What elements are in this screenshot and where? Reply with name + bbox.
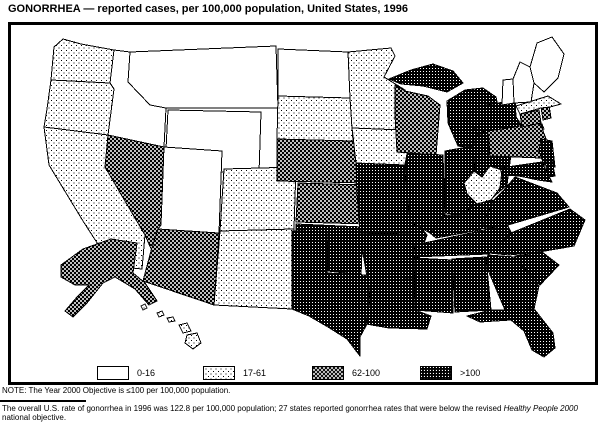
state-KY xyxy=(429,199,505,239)
alaska-inset xyxy=(60,238,158,318)
footnote-text: The overall U.S. rate of gonorrhea in 19… xyxy=(2,404,606,422)
state-CT xyxy=(519,109,542,128)
state-WI xyxy=(394,84,441,156)
hawaii-island xyxy=(178,322,192,334)
state-VA xyxy=(480,176,570,230)
state-WA xyxy=(50,38,115,84)
figure-title: GONORRHEA — reported cases, per 100,000 … xyxy=(8,3,408,15)
map-frame: 0-16 17-61 xyxy=(8,22,598,385)
state-MN xyxy=(347,47,406,131)
state-VT xyxy=(501,78,515,106)
state-ND xyxy=(277,48,351,99)
state-FL xyxy=(466,309,556,358)
state-MD xyxy=(499,161,553,183)
state-OR xyxy=(43,79,115,136)
legend-item-0-16: 0-16 xyxy=(97,365,155,381)
state-HI xyxy=(140,303,202,350)
state-AK xyxy=(60,238,158,318)
legend-item-62-100: 62-100 xyxy=(312,365,380,381)
legend-item-17-61: 17-61 xyxy=(203,365,266,381)
footnote-before: The overall U.S. rate of gonorrhea in 19… xyxy=(2,404,504,413)
hawaii-island xyxy=(156,310,165,318)
state-NC xyxy=(488,208,586,256)
legend-label: 0-16 xyxy=(137,368,156,378)
state-TN xyxy=(412,223,512,258)
dense-dark-swatch xyxy=(420,366,452,380)
state-ME xyxy=(529,36,565,93)
conus-states xyxy=(43,36,586,358)
state-WV xyxy=(463,165,503,205)
state-NE xyxy=(276,138,366,184)
state-UT xyxy=(157,146,223,234)
state-MA xyxy=(515,95,562,115)
footnote-rule xyxy=(0,400,86,402)
crosshatch-swatch xyxy=(312,366,344,380)
legend-label: 17-61 xyxy=(243,368,267,378)
state-DE xyxy=(544,159,556,178)
note-text: NOTE: The Year 2000 Objective is ≤100 pe… xyxy=(2,386,231,395)
legend-label: >100 xyxy=(460,368,481,378)
state-AL xyxy=(451,256,492,313)
state-TX xyxy=(291,230,371,357)
legend-item-gt-100: >100 xyxy=(420,365,480,381)
state-MS xyxy=(413,257,454,314)
state-MT xyxy=(127,45,279,109)
light-dot-swatch xyxy=(203,366,235,380)
state-IL xyxy=(404,152,446,234)
state-AZ xyxy=(142,228,220,306)
hawaii-island xyxy=(184,332,202,350)
us-choropleth-map xyxy=(43,36,586,358)
hawaii-island xyxy=(166,316,176,323)
footnote-italic: Healthy People 2000 xyxy=(503,404,578,413)
map-legend: 0-16 17-61 xyxy=(11,365,595,382)
state-KS xyxy=(295,182,368,225)
state-NM xyxy=(213,228,295,310)
legend-label: 62-100 xyxy=(352,368,381,378)
white-swatch xyxy=(97,366,129,380)
footnote-after: national objective. xyxy=(2,413,67,422)
hawaii-island xyxy=(140,303,148,311)
state-SD xyxy=(276,95,354,142)
